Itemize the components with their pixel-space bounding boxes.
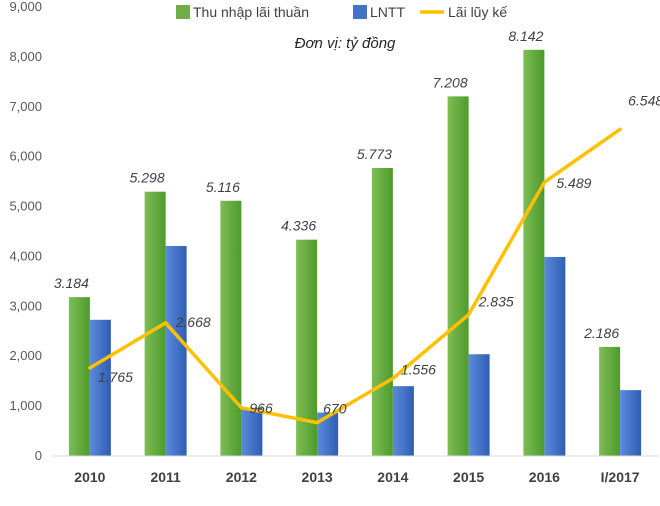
bar-thu-nhap-lai-thuan bbox=[144, 191, 166, 456]
legend-item: Lãi lũy kế bbox=[420, 4, 507, 20]
line-data-label: 5.489 bbox=[556, 175, 591, 191]
line-lai-luy-ke bbox=[88, 127, 622, 425]
bars-layer bbox=[68, 49, 642, 457]
y-axis: 0 1,000 2,000 3,000 4,000 5,000 6,000 7,000 8,00… bbox=[9, 0, 42, 463]
x-tick-label: 2016 bbox=[529, 469, 560, 485]
bar-lntt bbox=[317, 412, 339, 456]
bar-thu-nhap-lai-thuan bbox=[296, 239, 318, 456]
bar-data-label: 4.336 bbox=[281, 218, 316, 234]
x-tick-label: 2010 bbox=[74, 469, 105, 485]
line-data-label: 2.668 bbox=[175, 314, 211, 330]
bar-thu-nhap-lai-thuan bbox=[68, 297, 90, 456]
bar-lntt bbox=[392, 386, 414, 456]
x-tick-label: 2013 bbox=[302, 469, 333, 485]
y-tick-label: 9,000 bbox=[9, 0, 42, 14]
y-tick-label: 1,000 bbox=[9, 398, 42, 413]
bar-data-label: 8.142 bbox=[508, 28, 543, 44]
line-data-label: 966 bbox=[249, 400, 273, 416]
bar-lntt bbox=[165, 245, 187, 456]
legend-swatch bbox=[353, 5, 367, 19]
bar-data-label: 2.186 bbox=[583, 325, 619, 341]
line-data-label: 1.765 bbox=[98, 369, 133, 385]
legend-item: LNTT bbox=[353, 4, 405, 20]
y-tick-label: 7,000 bbox=[9, 99, 42, 114]
x-tick-label: 2011 bbox=[150, 469, 181, 485]
bar-lntt bbox=[241, 407, 263, 456]
legend-label: Thu nhập lãi thuần bbox=[193, 4, 309, 20]
legend-label: LNTT bbox=[370, 4, 405, 20]
bar-data-label: 5.116 bbox=[206, 179, 240, 195]
line-data-label: 2.835 bbox=[478, 294, 514, 310]
y-tick-label: 3,000 bbox=[9, 298, 42, 313]
bar-data-label: 7.208 bbox=[433, 74, 468, 90]
bar-thu-nhap-lai-thuan bbox=[523, 49, 545, 457]
bar-data-label: 5.773 bbox=[357, 146, 392, 162]
chart-subtitle: Đơn vị: tỷ đồng bbox=[295, 35, 396, 52]
legend-item: Thu nhập lãi thuần bbox=[176, 4, 309, 20]
line-layer bbox=[88, 127, 622, 425]
bar-thu-nhap-lai-thuan bbox=[447, 96, 469, 457]
y-tick-label: 4,000 bbox=[9, 248, 42, 263]
bar-lntt bbox=[544, 256, 566, 456]
line-data-label: 1.556 bbox=[401, 361, 436, 377]
x-tick-label: 2014 bbox=[377, 469, 408, 485]
legend: Thu nhập lãi thuần LNTT Lãi lũy kế bbox=[176, 4, 507, 20]
y-tick-label: 0 bbox=[35, 448, 42, 463]
bar-thu-nhap-lai-thuan bbox=[220, 200, 242, 456]
line-data-label: 6.548 bbox=[628, 92, 660, 108]
bar-lntt bbox=[468, 354, 490, 456]
bar-lntt bbox=[620, 390, 642, 456]
legend-swatch bbox=[176, 5, 190, 19]
bar-lntt bbox=[89, 319, 111, 456]
line-data-label: 670 bbox=[323, 401, 347, 417]
bar-thu-nhap-lai-thuan bbox=[371, 167, 393, 456]
x-tick-label: 2015 bbox=[453, 469, 484, 485]
y-tick-label: 8,000 bbox=[9, 49, 42, 64]
y-tick-label: 5,000 bbox=[9, 199, 42, 214]
x-tick-label: 2012 bbox=[226, 469, 257, 485]
bar-data-label: 3.184 bbox=[54, 275, 89, 291]
y-tick-label: 6,000 bbox=[9, 149, 42, 164]
y-tick-label: 2,000 bbox=[9, 348, 42, 363]
data-labels: 3.184 5.298 5.116 4.336 5.773 7.208 8.142 2.186… bbox=[54, 28, 660, 417]
x-axis: 2010 2011 2012 2013 2014 2015 2016 I/2017 bbox=[52, 455, 658, 485]
x-tick-label: I/2017 bbox=[601, 469, 640, 485]
bar-data-label: 5.298 bbox=[130, 170, 165, 186]
bar-thu-nhap-lai-thuan bbox=[599, 346, 621, 456]
legend-label: Lãi lũy kế bbox=[448, 4, 507, 20]
